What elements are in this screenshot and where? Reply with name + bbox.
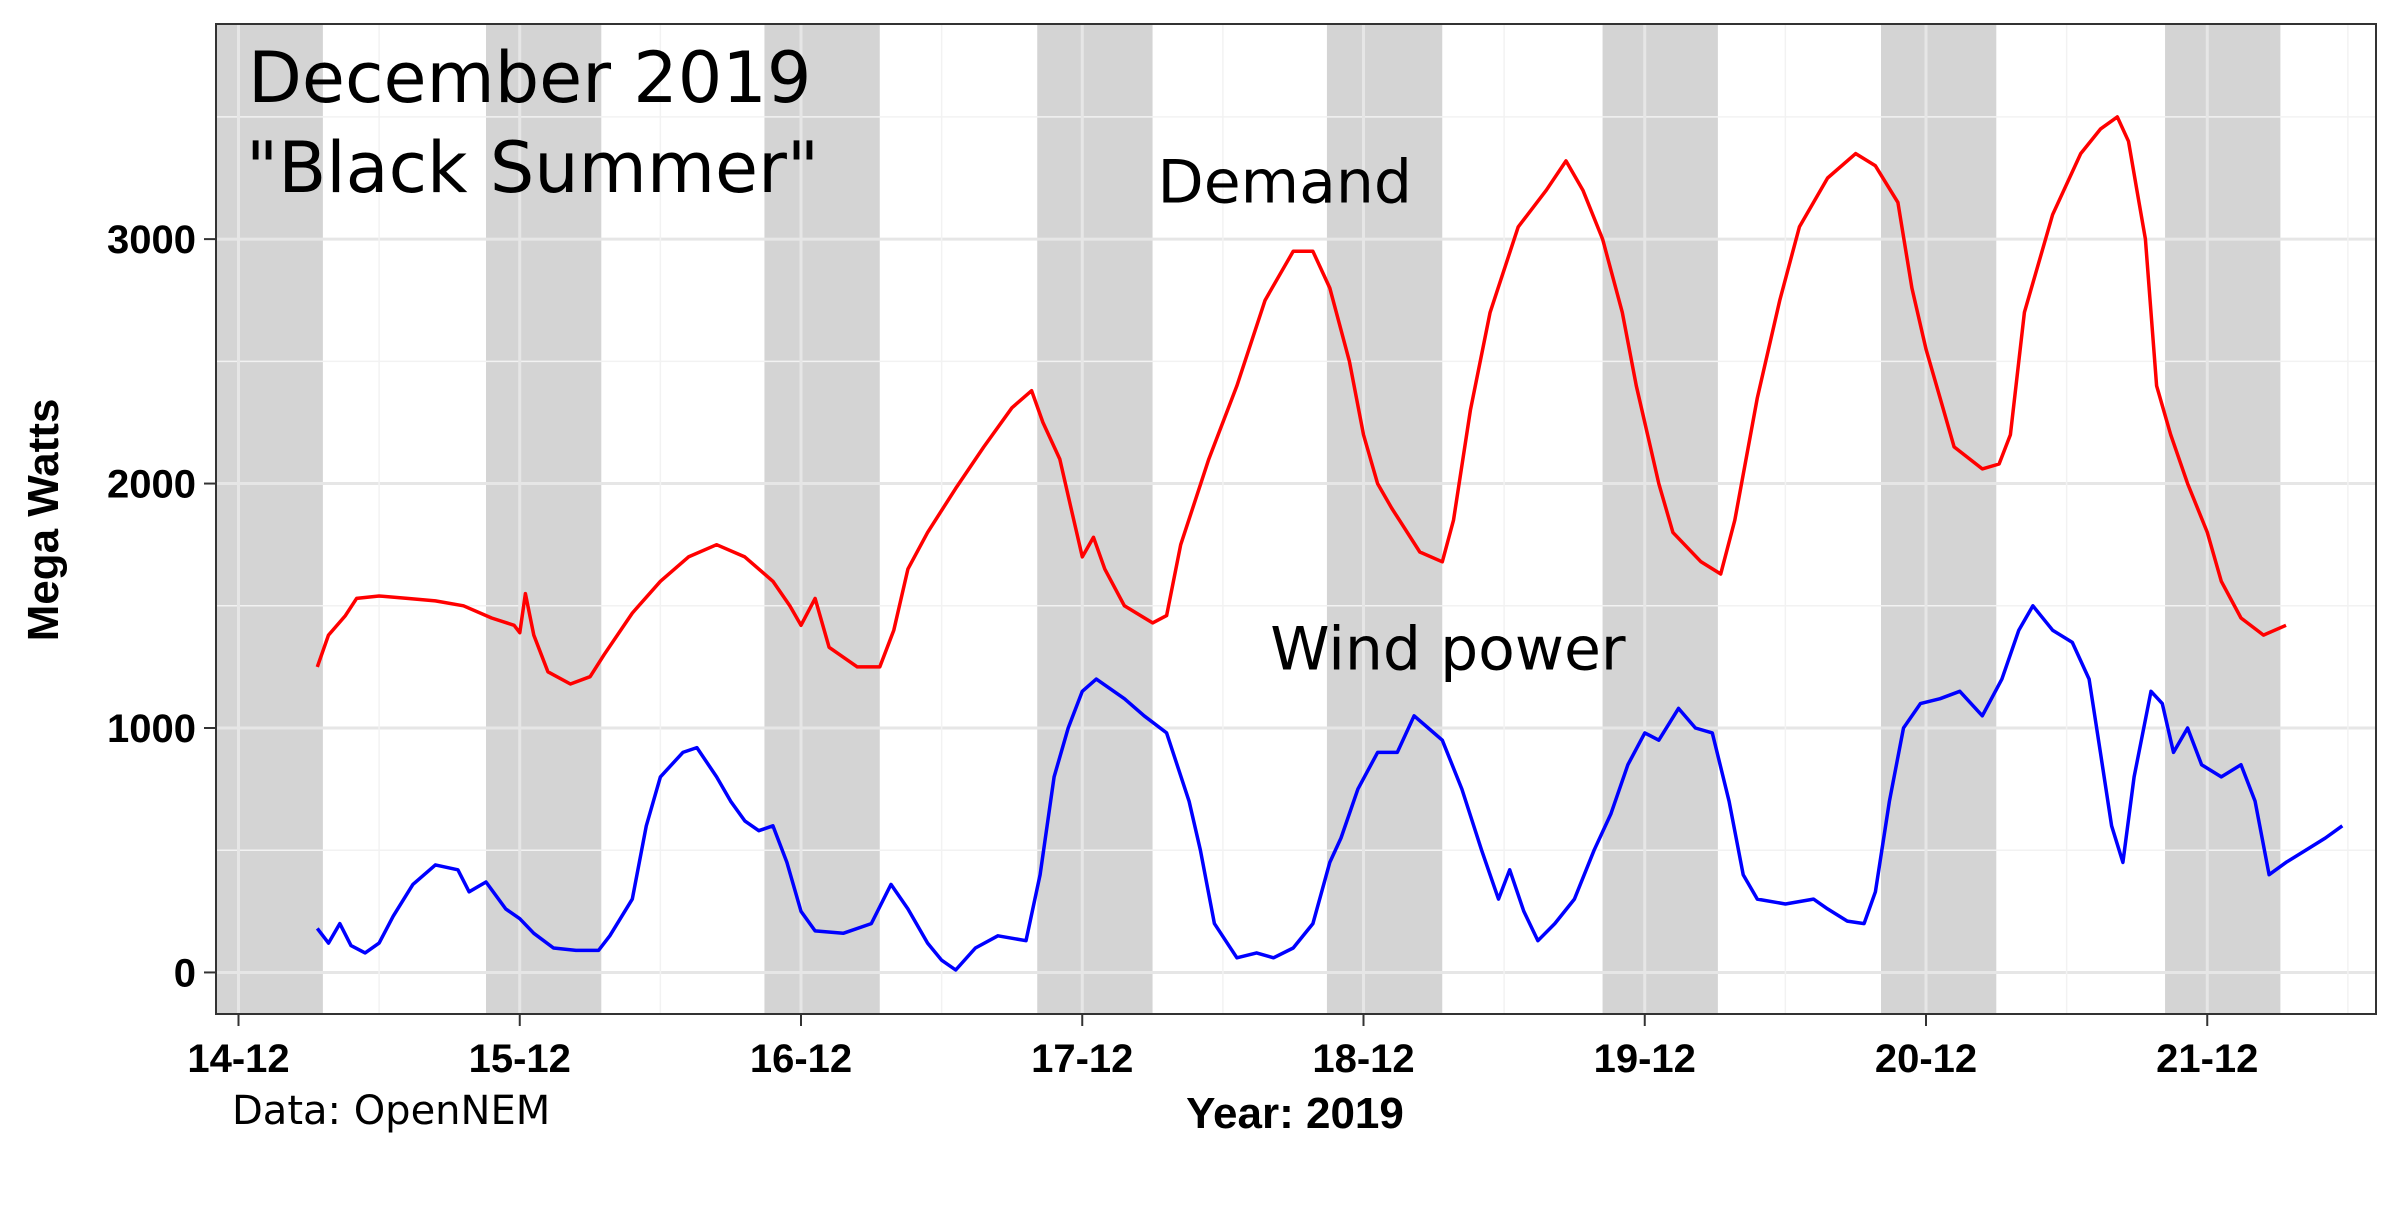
night-band-5 <box>1326 24 1443 1014</box>
series-lines <box>315 115 2344 972</box>
x-tick-label: 17-12 <box>1031 1037 1133 1081</box>
night-band-2 <box>486 24 602 1014</box>
x-tick-label: 21-12 <box>2156 1037 2258 1081</box>
night-bands <box>216 24 2281 1014</box>
y-axis-title: Mega Watts <box>19 399 68 642</box>
night-band-1 <box>216 24 323 1014</box>
chart-title-line-2: "Black Summer" <box>246 127 819 209</box>
night-band-4 <box>1037 24 1153 1014</box>
x-tick-label: 15-12 <box>469 1037 571 1081</box>
night-band-8 <box>2165 24 2281 1014</box>
x-tick-label: 14-12 <box>187 1037 289 1081</box>
x-tick-label: 20-12 <box>1875 1037 1977 1081</box>
x-tick-label: 16-12 <box>750 1037 852 1081</box>
wind-power-line <box>315 604 2344 972</box>
y-tick-label: 1000 <box>107 707 196 751</box>
annotations: Demand Wind power <box>1158 147 1626 684</box>
y-tick-label: 0 <box>174 951 196 995</box>
demand-line <box>315 115 2287 686</box>
x-tick-label: 18-12 <box>1312 1037 1414 1081</box>
wind-power-label: Wind power <box>1270 614 1626 684</box>
chart-title-line-1: December 2019 <box>248 37 811 119</box>
night-band-6 <box>1602 24 1718 1014</box>
night-band-7 <box>1881 24 1997 1014</box>
grid-lines <box>216 24 2376 1014</box>
y-tick-label: 3000 <box>107 218 196 262</box>
demand-label: Demand <box>1158 147 1412 217</box>
night-band-3 <box>764 24 880 1014</box>
data-source-caption: Data: OpenNEM <box>232 1088 550 1134</box>
y-tick-label: 2000 <box>107 463 196 507</box>
axes: 0 1000 2000 3000 14-12 15-12 16-12 17-12 18-12 19… <box>107 218 2258 1081</box>
plot-panel-border <box>215 23 2377 1015</box>
x-tick-label: 19-12 <box>1594 1037 1696 1081</box>
x-axis-title: Year: 2019 <box>1186 1089 1404 1138</box>
